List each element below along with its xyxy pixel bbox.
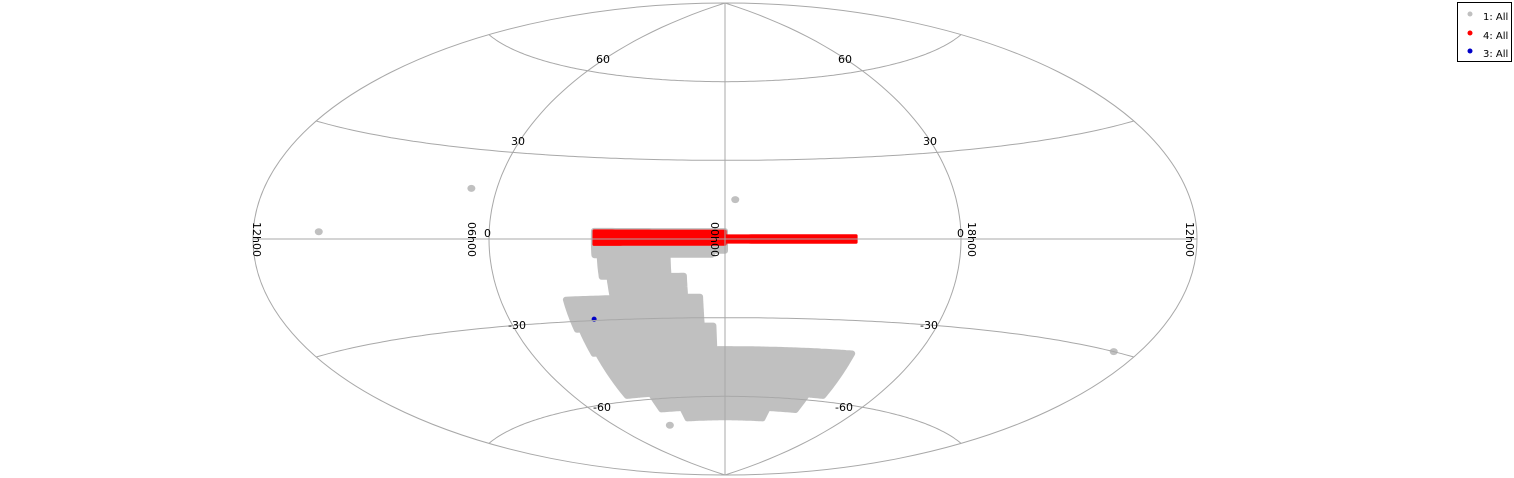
series-4-region-0 (592, 229, 727, 246)
dec-label-0-right: 0 (957, 227, 964, 240)
legend-marker-series-3 (1467, 48, 1473, 54)
legend-marker-series-4 (1467, 30, 1473, 36)
meridian-90 (724, 2, 962, 476)
legend-label-series-1: 1: All (1483, 12, 1508, 23)
legend-label-series-4: 4: All (1483, 31, 1508, 42)
dec-label-0-left: 0 (484, 227, 491, 240)
series-1-point-4 (665, 421, 674, 429)
meridian--90 (488, 2, 726, 476)
dec-label-minus60-right: -60 (835, 401, 853, 414)
series-1-point-1 (731, 196, 740, 204)
series-4-footprint (592, 229, 858, 246)
legend-label-series-3: 3: All (1483, 49, 1508, 60)
legend-item-series-1[interactable]: 1: All (1467, 11, 1509, 24)
legend: 1: All 4: All 3: All (1457, 2, 1512, 62)
legend-item-series-3[interactable]: 3: All (1467, 48, 1509, 61)
dec-label-minus60-left: -60 (593, 401, 611, 414)
legend-item-series-4[interactable]: 4: All (1467, 30, 1509, 43)
ra-label-12h-left: 12h00 (250, 222, 263, 257)
ra-label-06h: 06h00 (465, 222, 478, 257)
series-1-point-0 (467, 184, 476, 192)
coordinate-grid (252, 2, 1198, 476)
ra-label-00h: 00h00 (708, 222, 721, 257)
legend-marker-series-1 (1467, 11, 1473, 17)
dec-label-minus30-left: -30 (508, 319, 526, 332)
series-1-point-2 (314, 228, 323, 236)
legend-box (1457, 2, 1512, 62)
dec-label-60-left: 60 (596, 53, 610, 66)
ra-label-12h-right: 12h00 (1183, 222, 1196, 257)
axis-labels: 12h00 06h00 00h00 18h00 12h00 60 30 0 -3… (250, 53, 1196, 414)
dec-label-30-right: 30 (923, 135, 937, 148)
dec-label-minus30-right: -30 (920, 319, 938, 332)
ra-label-18h: 18h00 (965, 222, 978, 257)
dec-label-30-left: 30 (511, 135, 525, 148)
dec-label-60-right: 60 (838, 53, 852, 66)
